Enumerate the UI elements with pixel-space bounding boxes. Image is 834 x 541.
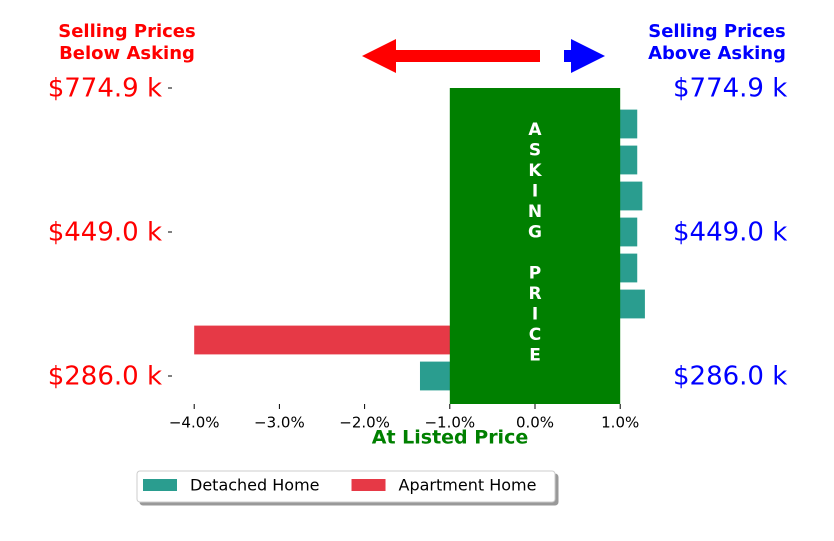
x-tick-label: −2.0% [339,414,390,432]
legend-swatch [143,479,177,491]
y-tick-label-right: $449.0 k [673,218,787,248]
y-tick-label-left: $286.0 k [48,362,162,392]
x-tick-label: 0.0% [516,414,554,432]
x-tick-label: −1.0% [424,414,475,432]
y-tick-label-left: $774.9 k [48,74,162,104]
legend: Detached Home Apartment Home [136,470,556,503]
arrow-left [362,39,540,73]
y-tick-label-left: $449.0 k [48,218,162,248]
legend-label: Detached Home [190,476,320,495]
x-tick-label: 1.0% [601,414,639,432]
note-right: Above Asking [648,43,786,64]
x-axis-label: At Listed Price [372,427,528,449]
y-tick-label-right: $286.0 k [673,362,787,392]
x-tick-label: −3.0% [254,414,305,432]
note-right: Selling Prices [648,21,785,42]
note-left: Below Asking [59,43,195,64]
note-left: Selling Prices [58,21,195,42]
legend-label: Apartment Home [399,476,537,495]
legend-swatch [351,479,386,491]
legend-box [136,470,556,503]
arrow-right [564,39,605,73]
y-tick-label-right: $774.9 k [673,74,787,104]
asking-band [449,88,621,404]
x-tick-label: −4.0% [169,414,220,432]
